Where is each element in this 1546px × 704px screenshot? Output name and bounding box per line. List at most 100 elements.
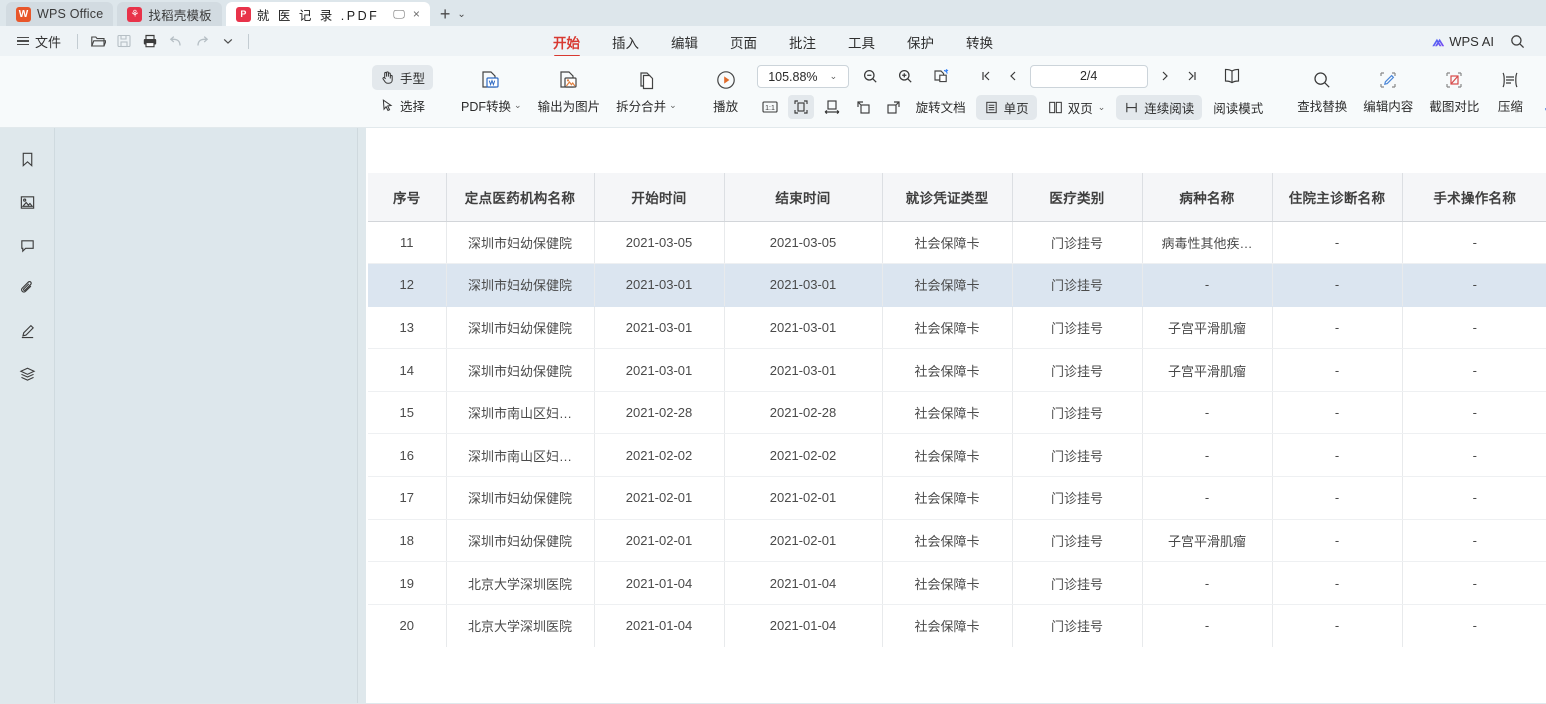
table-row[interactable]: 20 北京大学深圳医院 2021-01-04 2021-01-04 社会保障卡 … bbox=[368, 604, 1546, 647]
table-row[interactable]: 13 深圳市妇幼保健院 2021-03-01 2021-03-01 社会保障卡 … bbox=[368, 306, 1546, 350]
ribbon-tab-edit[interactable]: 编辑 bbox=[671, 36, 698, 51]
split-merge-button[interactable]: 拆分合并 ⌄ bbox=[608, 66, 685, 117]
first-page-icon[interactable] bbox=[976, 65, 996, 87]
ribbon-tab-protect[interactable]: 保护 bbox=[907, 36, 934, 51]
cell-diagnosis: - bbox=[1271, 263, 1402, 307]
tool-group-zoom: 105.88% ⌄ 1:1 bbox=[749, 56, 970, 128]
ribbon-tab-insert[interactable]: 插入 bbox=[612, 36, 639, 51]
ribbon-tab-annotate[interactable]: 批注 bbox=[789, 36, 816, 51]
ribbon-tab-start[interactable]: 开始 bbox=[537, 28, 596, 54]
chevron-down-icon: ⌄ bbox=[829, 71, 838, 81]
table-row[interactable]: 11 深圳市妇幼保健院 2021-03-05 2021-03-05 社会保障卡 … bbox=[368, 221, 1546, 265]
next-page-icon[interactable] bbox=[1155, 65, 1175, 87]
cell-org: 深圳市妇幼保健院 bbox=[445, 348, 594, 392]
chevron-down-icon[interactable]: ⌄ bbox=[669, 100, 677, 110]
continuous-read-button[interactable]: 连续阅读 bbox=[1116, 95, 1203, 120]
bookmark-icon[interactable] bbox=[12, 146, 42, 172]
full-translate-button[interactable]: A文 全文翻译 bbox=[1537, 63, 1546, 88]
more-chevron-icon[interactable] bbox=[215, 30, 241, 52]
zoom-out-icon[interactable] bbox=[858, 65, 884, 89]
zoom-in-icon[interactable] bbox=[893, 65, 919, 89]
print-icon[interactable] bbox=[137, 30, 163, 52]
edit-content-button[interactable]: 编辑内容 bbox=[1355, 66, 1421, 117]
cell-start: 2021-03-01 bbox=[593, 348, 724, 392]
select-tool-button[interactable]: 选择 bbox=[372, 93, 433, 118]
table-row[interactable]: 18 深圳市妇幼保健院 2021-02-01 2021-02-01 社会保障卡 … bbox=[368, 519, 1546, 563]
ribbon-tab-page[interactable]: 页面 bbox=[730, 36, 757, 51]
cell-disease: - bbox=[1141, 476, 1272, 520]
layers-icon[interactable] bbox=[12, 361, 42, 387]
table-row[interactable]: 16 深圳市南山区妇… 2021-02-02 2021-02-02 社会保障卡 … bbox=[368, 433, 1546, 478]
attachment-paperclip-icon[interactable] bbox=[12, 275, 42, 301]
find-replace-button[interactable]: 查找替换 bbox=[1289, 66, 1355, 117]
cell-end: 2021-01-04 bbox=[723, 604, 882, 647]
file-menu-button[interactable]: 文件 bbox=[8, 29, 70, 54]
new-tab-icon[interactable]: + bbox=[439, 4, 451, 24]
export-image-button[interactable]: 输出为图片 bbox=[530, 66, 609, 117]
tool-group-edit: 查找替换 编辑内容 截图对比 压缩 bbox=[1289, 56, 1533, 128]
cell-org: 深圳市南山区妇… bbox=[445, 391, 594, 435]
search-icon[interactable] bbox=[1504, 30, 1530, 52]
table-body: 11 深圳市妇幼保健院 2021-03-05 2021-03-05 社会保障卡 … bbox=[368, 221, 1546, 647]
thumbnail-image-icon[interactable] bbox=[12, 189, 42, 215]
thumbnail-panel[interactable] bbox=[55, 128, 358, 703]
double-page-button[interactable]: 双页 ⌄ bbox=[1040, 95, 1114, 120]
cell-start: 2021-02-01 bbox=[593, 519, 724, 563]
monitor-icon[interactable]: 🖵 bbox=[393, 7, 405, 21]
hand-tool-button[interactable]: 手型 bbox=[372, 65, 434, 90]
undo-icon[interactable] bbox=[163, 30, 189, 52]
cell-category: 门诊挂号 bbox=[1011, 348, 1142, 392]
cell-diagnosis: - bbox=[1271, 391, 1402, 435]
cell-end: 2021-02-28 bbox=[723, 391, 882, 435]
close-icon[interactable]: × bbox=[412, 7, 420, 21]
rotate-document-icon[interactable] bbox=[928, 65, 954, 89]
table-row[interactable]: 14 深圳市妇幼保健院 2021-03-01 2021-03-01 社会保障卡 … bbox=[368, 348, 1546, 392]
document-viewer[interactable]: 序号 定点医药机构名称 开始时间 结束时间 就诊凭证类型 医疗类别 病种名称 住… bbox=[358, 128, 1546, 703]
cell-start: 2021-03-05 bbox=[593, 221, 724, 265]
ribbon-tab-tools[interactable]: 工具 bbox=[848, 36, 875, 51]
cell-no: 12 bbox=[368, 263, 446, 307]
actual-size-button[interactable]: 1:1 bbox=[757, 95, 783, 119]
open-folder-icon[interactable] bbox=[85, 30, 111, 52]
redo-icon[interactable] bbox=[189, 30, 215, 52]
single-page-button[interactable]: 单页 bbox=[975, 95, 1037, 120]
rotate-right-icon[interactable] bbox=[881, 95, 907, 119]
table-row[interactable]: 15 深圳市南山区妇… 2021-02-28 2021-02-28 社会保障卡 … bbox=[368, 391, 1546, 435]
tab-pdf-document[interactable]: P 就 医 记 录 .PDF 🖵 × bbox=[225, 2, 430, 26]
cell-org: 深圳市妇幼保健院 bbox=[445, 306, 594, 350]
pdf-convert-button[interactable]: PDF转换 ⌄ bbox=[453, 66, 530, 117]
table-row[interactable]: 12 深圳市妇幼保健院 2021-03-01 2021-03-01 社会保障卡 … bbox=[368, 263, 1546, 307]
prev-page-icon[interactable] bbox=[1003, 65, 1023, 87]
read-mode-button[interactable]: 阅读模式 bbox=[1205, 95, 1271, 120]
fit-width-icon[interactable] bbox=[819, 95, 845, 119]
compress-button[interactable]: 压缩 bbox=[1487, 66, 1533, 117]
save-icon[interactable] bbox=[111, 30, 137, 52]
wps-ai-button[interactable]: ⩕ WPS AI bbox=[1432, 33, 1494, 50]
cell-no: 11 bbox=[368, 221, 446, 265]
screenshot-compare-button[interactable]: 截图对比 bbox=[1421, 66, 1487, 117]
tab-controls: + ⌄ bbox=[434, 5, 474, 26]
table-row[interactable]: 19 北京大学深圳医院 2021-01-04 2021-01-04 社会保障卡 … bbox=[368, 561, 1546, 605]
table-row[interactable]: 17 深圳市妇幼保健院 2021-02-01 2021-02-01 社会保障卡 … bbox=[368, 476, 1546, 520]
play-button[interactable]: 播放 bbox=[703, 66, 749, 117]
signature-pen-icon[interactable] bbox=[12, 318, 42, 344]
col-header-no: 序号 bbox=[368, 173, 446, 222]
zoom-level-select[interactable]: 105.88% ⌄ bbox=[756, 65, 849, 88]
tab-wps-office[interactable]: W WPS Office bbox=[6, 2, 114, 26]
rotate-left-icon[interactable] bbox=[850, 95, 876, 119]
cell-start: 2021-02-28 bbox=[593, 391, 724, 435]
screenshot-compare-label: 截图对比 bbox=[1429, 100, 1480, 114]
comment-icon[interactable] bbox=[12, 232, 42, 258]
chevron-down-icon[interactable]: ⌄ bbox=[457, 8, 466, 20]
cell-org: 深圳市妇幼保健院 bbox=[445, 476, 594, 520]
last-page-icon[interactable] bbox=[1182, 65, 1202, 87]
page-indicator-input[interactable]: 2/4 bbox=[1029, 64, 1148, 88]
rotate-doc-label[interactable]: 旋转文档 bbox=[915, 101, 966, 115]
read-mode-icon[interactable] bbox=[1217, 63, 1247, 89]
tab-docer-template[interactable]: ⚘ 找稻壳模板 bbox=[117, 2, 222, 26]
fit-page-icon[interactable] bbox=[787, 94, 814, 119]
word-translate-button[interactable]: 划词翻译 ⌄ bbox=[1537, 96, 1546, 121]
chevron-down-icon[interactable]: ⌄ bbox=[1097, 102, 1106, 112]
ribbon-tab-convert[interactable]: 转换 bbox=[966, 36, 993, 51]
chevron-down-icon[interactable]: ⌄ bbox=[514, 100, 522, 110]
